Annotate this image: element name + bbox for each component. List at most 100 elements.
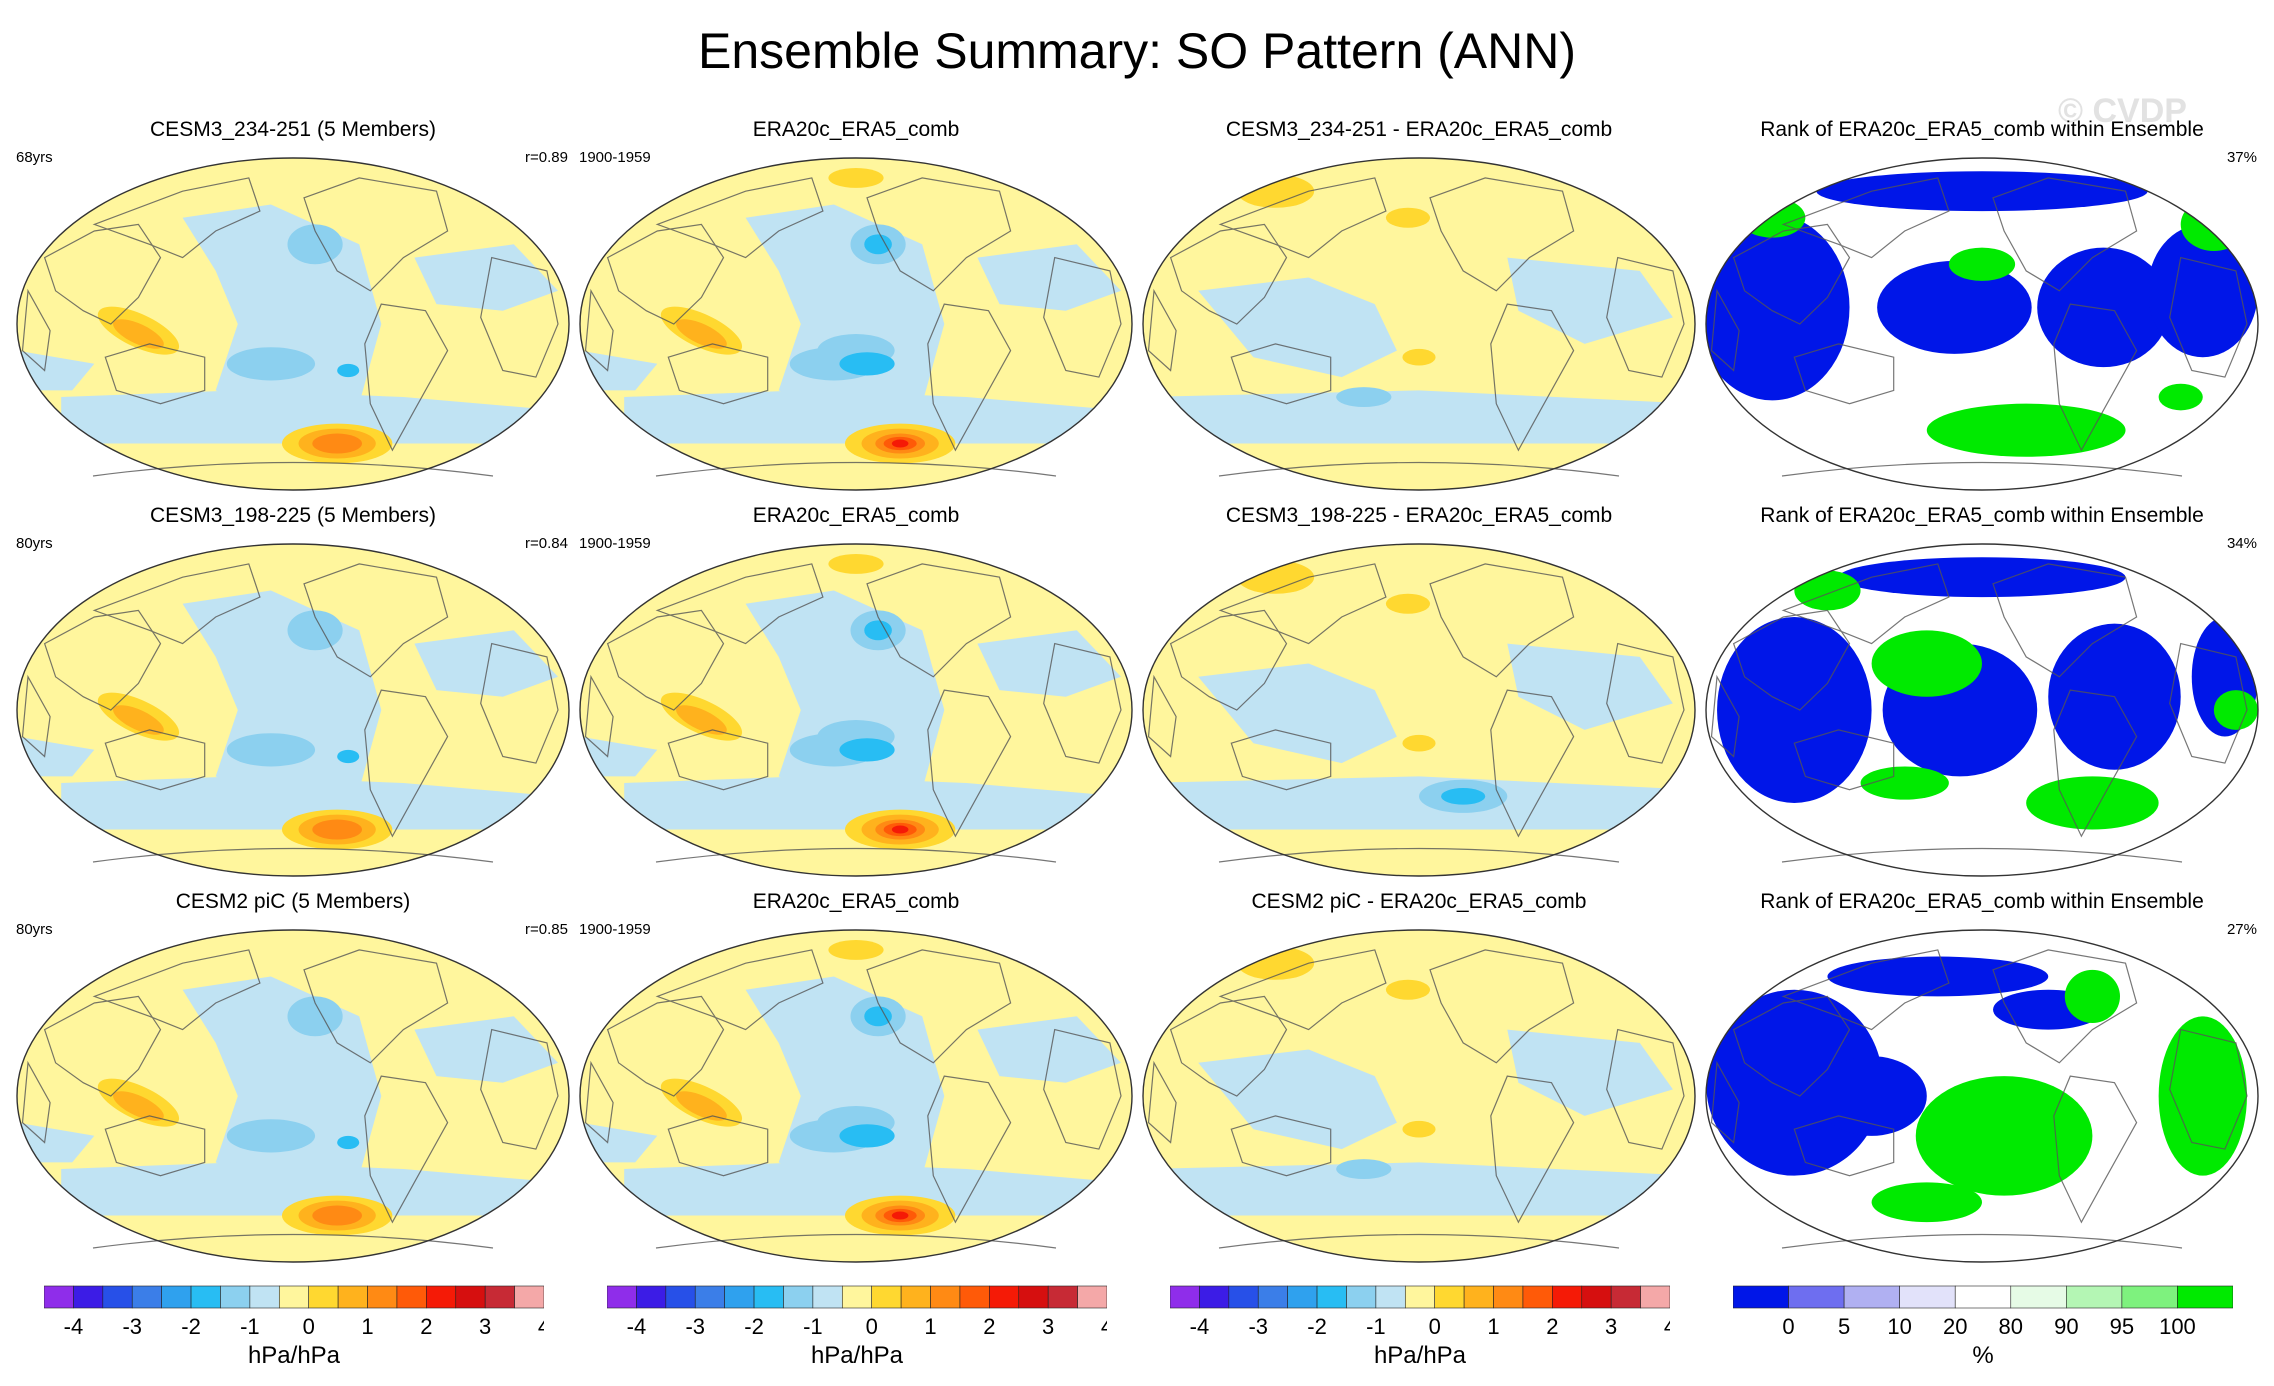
panel-period: 1900-1959 [579,149,651,166]
coastlines [1710,949,2248,1249]
colorbar-unit-label: % [1972,1342,1994,1369]
colorbar-box [455,1285,486,1309]
indian-negative [17,736,95,777]
continent-outline [1793,1115,1895,1177]
continent-outline [1043,256,1122,378]
map-border [1705,157,2259,491]
colorbar-box [900,1285,931,1309]
continent-outline [480,256,559,378]
atlantic-negative [977,1016,1121,1083]
rank-low-region [1827,956,2049,997]
panel-title: CESM3_198-225 (5 Members) [150,504,436,527]
coastlines [1710,177,2248,477]
rank-high-region [1871,1182,1982,1223]
panel-model-row1: CESM3_234-251 (5 Members) 68yrs r=0.89 [12,118,574,498]
continent-outline [1230,729,1332,791]
antarctica-outline [1218,461,1620,477]
colorbar-box [190,1285,221,1309]
continent-outline [606,609,725,711]
rank-percent: 37% [2226,149,2257,166]
rank-low-region [2147,224,2258,358]
colorbar-box [607,1285,637,1309]
continent-outline [1606,642,1685,764]
diff-positive-arctic [1385,979,1431,1000]
continent-outline [2053,303,2138,452]
continent-outline [1147,674,1177,758]
colorbar-tick-label: 10 [1887,1314,1911,1339]
continent-outline [2169,642,2248,764]
continent-outline [1793,343,1895,405]
colorbar-tick-label: -2 [1307,1314,1327,1339]
continent-outline [927,1075,1012,1224]
antarctica-outline [1218,847,1620,863]
antarctica-outline [655,461,1057,477]
continent-outline [21,1060,51,1144]
map-border [16,157,570,491]
field [580,930,1132,1262]
colorbar-tick-label: 4 [1664,1314,1670,1339]
colorbar-box [1018,1285,1049,1309]
colorbar-tick-label: 2 [983,1314,995,1339]
colorbar-box [308,1285,339,1309]
colorbar-box [812,1285,843,1309]
panel-title: CESM2 piC (5 Members) [175,890,411,913]
colorbar-tick-label: 0 [1429,1314,1441,1339]
colorbar-box [1316,1285,1347,1309]
colorbar-box [1228,1285,1259,1309]
panel-rank-row3: Rank of ERA20c_ERA5_comb within Ensemble… [1701,890,2263,1270]
continent-outline [43,609,162,711]
rank-low-region [1838,557,2126,598]
map-border [1142,543,1696,877]
north-pacific-low-core [864,1006,892,1027]
colorbar-box [1199,1285,1230,1309]
colorbar-box [2066,1285,2123,1309]
diff-negative-south [1143,776,1695,830]
map-obs-row3 [579,929,1133,1263]
south-pacific-high-5 [891,1211,909,1220]
map-border [1705,543,2259,877]
colorbar-box [841,1285,873,1309]
map-border [579,929,1133,1263]
diff-positive-tropic [1402,348,1436,366]
map-border [16,929,570,1263]
diff-positive-north [1236,560,1315,594]
panel-title: Rank of ERA20c_ERA5_comb within Ensemble [1760,504,2204,527]
colorbar-box [1610,1285,1641,1309]
colorbar-tick-label: 95 [2110,1314,2134,1339]
diff-positive-tropic [1402,1120,1436,1138]
colorbar-box [1287,1285,1318,1309]
pattern-correlation: r=0.84 [525,535,568,552]
rank-low-region [1706,214,1850,401]
map-diff-row3 [1142,929,1696,1263]
pacific-core-3 [839,1124,895,1148]
map-obs-row2 [579,543,1133,877]
colorbar-box [871,1285,902,1309]
colorbar-box [1170,1285,1200,1309]
continent-outline [364,689,449,838]
antarctica-outline [1218,1233,1620,1249]
map-border [1705,929,2259,1263]
south-pacific-high-3 [312,433,362,454]
panel-diff-row3: CESM2 piC - ERA20c_ERA5_comb [1138,890,1700,1270]
rank-percent: 27% [2226,921,2257,938]
colorbar-unit-label: hPa/hPa [810,1342,904,1369]
colorbar-tick-label: 80 [1999,1314,2023,1339]
colorbar-box [1257,1285,1288,1309]
rank-field [1706,544,2258,876]
maritime-positive-core [113,705,164,735]
continent-outline [43,995,162,1097]
southern-ocean-band [624,390,1121,444]
continent-outline [1218,563,1387,645]
field [1143,158,1695,490]
diff-positive-north [1236,174,1315,208]
coastlines [21,949,559,1249]
continent-outline [1230,343,1332,405]
rank-low-region [1877,260,2032,354]
colorbar-box [783,1285,814,1309]
colorbar-box [1522,1285,1553,1309]
continent-outline [1732,223,1851,325]
colorbar-tick-label: -1 [1366,1314,1386,1339]
colorbar-box [1077,1285,1107,1309]
colorbar-tick-label: -1 [803,1314,823,1339]
continent-outline [1147,288,1177,372]
